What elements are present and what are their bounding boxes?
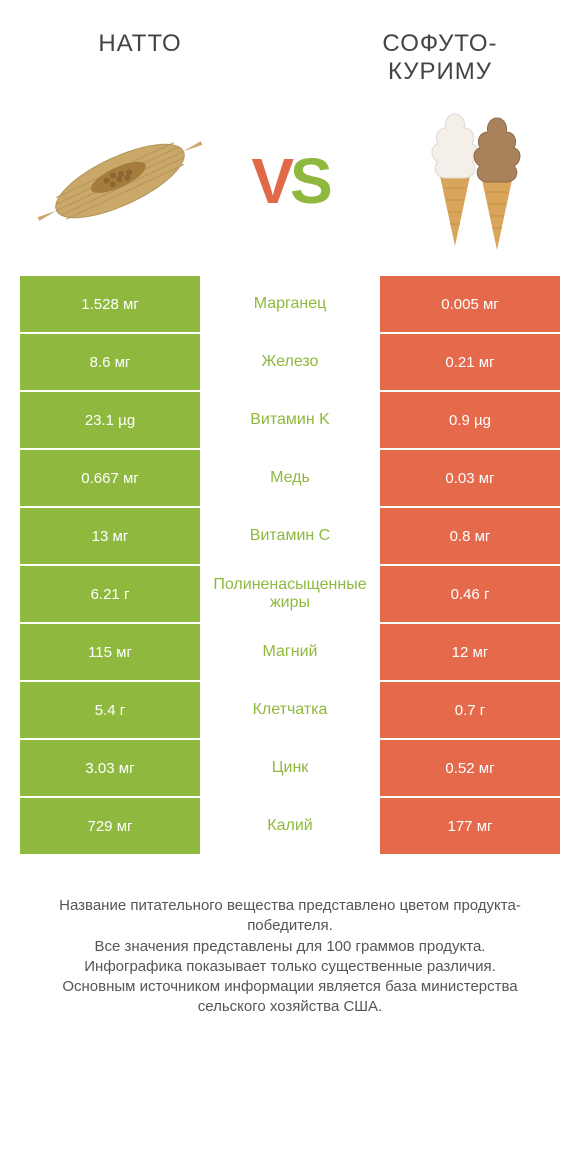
nutrient-name-cell: Марганец: [200, 276, 380, 332]
right-value-cell: 177 мг: [380, 798, 560, 854]
vs-v-char: V: [251, 145, 290, 217]
left-value-cell: 115 мг: [20, 624, 200, 680]
footer-line-2: Все значения представлены для 100 граммо…: [30, 937, 550, 957]
table-row: 3.03 мгЦинк0.52 мг: [20, 740, 560, 796]
natto-image: [30, 106, 210, 256]
left-value-cell: 13 мг: [20, 508, 200, 564]
table-row: 23.1 µgВитамин K0.9 µg: [20, 392, 560, 448]
table-row: 115 мгМагний12 мг: [20, 624, 560, 680]
left-value-cell: 5.4 г: [20, 682, 200, 738]
left-value-cell: 23.1 µg: [20, 392, 200, 448]
left-value-cell: 8.6 мг: [20, 334, 200, 390]
nutrient-name-cell: Медь: [200, 450, 380, 506]
left-value-cell: 6.21 г: [20, 566, 200, 622]
nutrient-name-cell: Железо: [200, 334, 380, 390]
table-row: 13 мгВитамин C0.8 мг: [20, 508, 560, 564]
right-food-title: СОФУТО-КУРИМУ: [340, 30, 540, 86]
right-value-cell: 0.03 мг: [380, 450, 560, 506]
nutrient-name-cell: Магний: [200, 624, 380, 680]
left-food-title: НАТТО: [40, 30, 240, 58]
footer-line-1: Название питательного вещества представл…: [30, 896, 550, 937]
footer-line-4: Основным источником информации является …: [30, 977, 550, 1018]
icecream-icon: [370, 106, 550, 256]
right-value-cell: 0.005 мг: [380, 276, 560, 332]
right-value-cell: 0.8 мг: [380, 508, 560, 564]
table-row: 5.4 гКлетчатка0.7 г: [20, 682, 560, 738]
vs-label: VS: [251, 144, 328, 218]
nutrient-name-cell: Калий: [200, 798, 380, 854]
right-value-cell: 12 мг: [380, 624, 560, 680]
softserve-image: [370, 106, 550, 256]
images-row: VS: [0, 96, 580, 276]
footer-notes: Название питательного вещества представл…: [0, 856, 580, 1018]
nutrient-name-cell: Витамин K: [200, 392, 380, 448]
comparison-table: 1.528 мгМарганец0.005 мг8.6 мгЖелезо0.21…: [0, 276, 580, 854]
left-value-cell: 3.03 мг: [20, 740, 200, 796]
table-row: 0.667 мгМедь0.03 мг: [20, 450, 560, 506]
table-row: 1.528 мгМарганец0.005 мг: [20, 276, 560, 332]
right-value-cell: 0.9 µg: [380, 392, 560, 448]
nutrient-name-cell: Клетчатка: [200, 682, 380, 738]
left-value-cell: 1.528 мг: [20, 276, 200, 332]
nutrient-name-cell: Полиненасыщенные жиры: [200, 566, 380, 622]
left-value-cell: 729 мг: [20, 798, 200, 854]
table-row: 8.6 мгЖелезо0.21 мг: [20, 334, 560, 390]
natto-icon: [30, 111, 210, 251]
nutrient-name-cell: Цинк: [200, 740, 380, 796]
table-row: 729 мгКалий177 мг: [20, 798, 560, 854]
footer-line-3: Инфографика показывает только существенн…: [30, 957, 550, 977]
left-value-cell: 0.667 мг: [20, 450, 200, 506]
right-value-cell: 0.46 г: [380, 566, 560, 622]
nutrient-name-cell: Витамин C: [200, 508, 380, 564]
vs-s-char: S: [290, 145, 329, 217]
header: НАТТО СОФУТО-КУРИМУ: [0, 0, 580, 96]
table-row: 6.21 гПолиненасыщенные жиры0.46 г: [20, 566, 560, 622]
right-value-cell: 0.7 г: [380, 682, 560, 738]
right-value-cell: 0.21 мг: [380, 334, 560, 390]
right-value-cell: 0.52 мг: [380, 740, 560, 796]
